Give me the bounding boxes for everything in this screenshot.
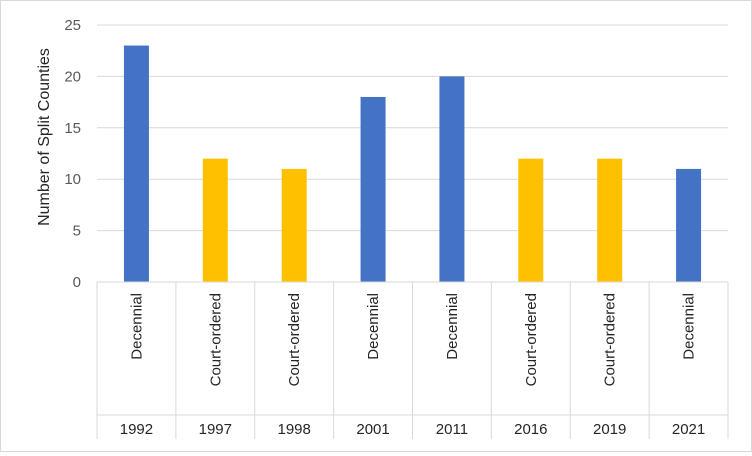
x-year-label: 1998 [278,421,311,438]
bar-1997 [202,158,228,282]
bar-2019 [597,158,623,282]
x-year-label: 2011 [436,421,468,438]
x-year-label: 1992 [120,421,153,438]
x-category-label: Decennial [681,293,698,360]
x-year-label: 2019 [593,421,626,438]
x-category-label: Court-ordered [286,293,303,386]
bar-2021 [676,168,702,282]
x-category-label: Court-ordered [523,293,540,386]
x-category-label: Decennial [365,293,382,360]
bars [123,45,702,283]
x-category-label: Court-ordered [207,293,224,386]
x-year-label: 2001 [356,421,389,438]
x-category-label: Court-ordered [602,293,619,386]
y-axis-title: Number of Split Counties [36,48,53,226]
y-tick-label: 15 [64,120,81,137]
y-tick-label: 20 [64,68,81,85]
bar-2011 [439,76,465,283]
y-tick-label: 10 [64,171,81,188]
bar-1998 [281,168,307,282]
x-year-label: 1997 [199,421,232,438]
bar-1992 [123,45,149,283]
labels: 0 5 10 15 20 25 Decennial 1992 Court-ordered 1997… [64,17,705,438]
y-tick-label: 5 [73,223,81,240]
x-category-label: Decennial [444,293,461,360]
x-year-label: 2016 [514,421,547,438]
axes [96,281,729,439]
bar-2016 [518,158,544,282]
x-category-label: Decennial [128,293,145,360]
y-tick-label: 0 [73,274,81,291]
gridlines [97,24,728,232]
bar-2001 [360,96,386,283]
x-year-label: 2021 [672,421,705,438]
y-tick-label: 25 [64,17,81,34]
